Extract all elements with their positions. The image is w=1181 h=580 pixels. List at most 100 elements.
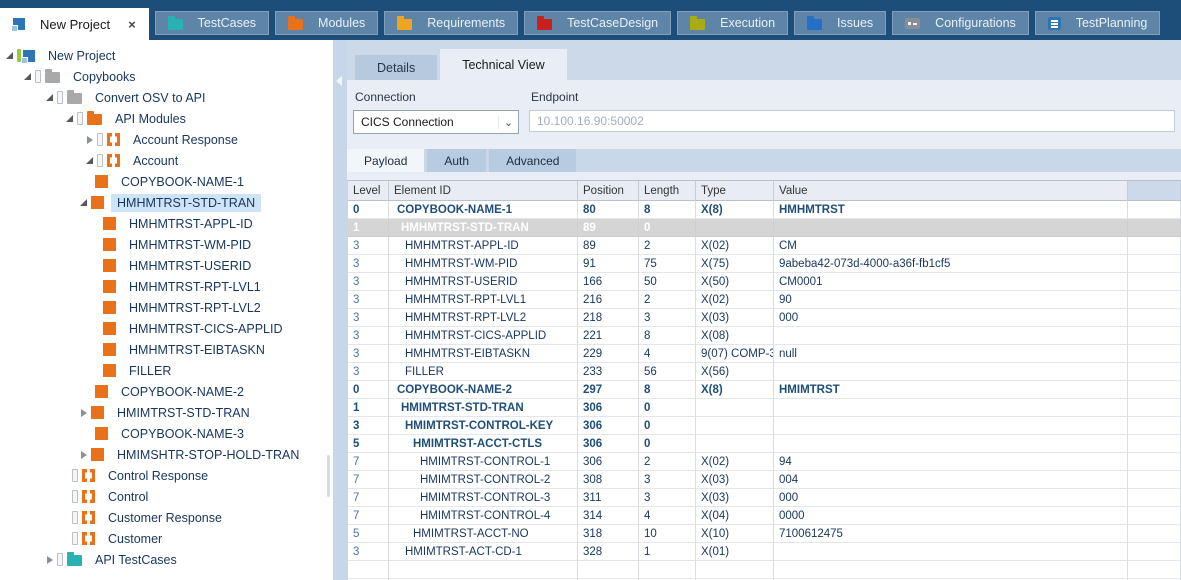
table-row[interactable]: 1 HMIMTRST-STD-TRAN 306 0 (348, 399, 1181, 417)
cell-len: 50 (639, 273, 696, 291)
folder-icon (45, 69, 60, 83)
column-header-element-id[interactable]: Element ID (389, 181, 578, 201)
expanded-arrow-icon[interactable] (44, 91, 57, 104)
collapse-panel-icon[interactable] (336, 76, 342, 86)
cell-len: 0 (639, 435, 696, 453)
table-row[interactable]: 3 HMIMTRST-CONTROL-KEY 306 0 (348, 417, 1181, 435)
cell-typ: X(10) (696, 525, 774, 543)
cell-val (774, 417, 1128, 435)
tree-item-hmimtrst-std-tran[interactable]: HMIMTRST-STD-TRAN (0, 402, 333, 423)
table-row[interactable]: 3 HMHMTRST-RPT-LVL2 218 3 X(03) 000 (348, 309, 1181, 327)
collapsed-arrow-icon[interactable] (84, 133, 97, 146)
table-row[interactable]: 3 HMHMTRST-EIBTASKN 229 4 9(07) COMP-3 null (348, 345, 1181, 363)
table-row[interactable]: 3 FILLER 233 56 X(56) (348, 363, 1181, 381)
endpoint-input[interactable] (529, 110, 1175, 132)
expanded-arrow-icon[interactable] (22, 70, 35, 83)
tree-item-hmhmtrst-eibtaskn[interactable]: HMHMTRST-EIBTASKN (0, 339, 333, 360)
tree-item-hmimshtr-stop-hold-tran[interactable]: HMIMSHTR-STOP-HOLD-TRAN (0, 444, 333, 465)
collapsed-arrow-icon[interactable] (44, 553, 57, 566)
panel-splitter[interactable] (333, 40, 347, 580)
tree-item-api-modules[interactable]: API Modules (0, 108, 333, 129)
expanded-arrow-icon[interactable] (84, 154, 97, 167)
tab-configurations[interactable]: Configurations (892, 11, 1029, 35)
tab-modules[interactable]: Modules (275, 11, 379, 35)
tree-item-control-response[interactable]: Control Response (0, 465, 333, 486)
column-header-position[interactable]: Position (578, 181, 639, 201)
tree-item-account[interactable]: Account (0, 150, 333, 171)
table-row[interactable]: 7 HMIMTRST-CONTROL-3 311 3 X(03) 000 (348, 489, 1181, 507)
cell-typ (696, 435, 774, 453)
close-icon[interactable]: × (128, 16, 136, 32)
collapsed-arrow-icon[interactable] (78, 448, 91, 461)
tree-item-customer-response[interactable]: Customer Response (0, 507, 333, 528)
table-row[interactable]: 0 COPYBOOK-NAME-1 80 8 X(8) HMHMTRST (348, 201, 1181, 219)
connection-row: Connection CICS Connection ⌄ Endpoint (347, 80, 1181, 134)
tree-item-hmhmtrst-cics-applid[interactable]: HMHMTRST-CICS-APPLID (0, 318, 333, 339)
tab-issues[interactable]: Issues (794, 11, 887, 35)
tree-item-hmhmtrst-std-tran[interactable]: HMHMTRST-STD-TRAN (0, 192, 333, 213)
tree-item-new-project[interactable]: New Project (0, 45, 333, 66)
tree-item-customer[interactable]: Customer (0, 528, 333, 549)
table-row[interactable]: 3 HMIMTRST-ACT-CD-1 328 1 X(01) (348, 543, 1181, 561)
tab-testcases[interactable]: TestCases (154, 11, 270, 35)
column-header-type[interactable]: Type (696, 181, 774, 201)
doc-tab-technical-view[interactable]: Technical View (440, 49, 567, 80)
table-row[interactable]: 5 HMIMTRST-ACCT-CTLS 306 0 (348, 435, 1181, 453)
tree-item-control[interactable]: Control (0, 486, 333, 507)
cell-typ: X(02) (696, 237, 774, 255)
cell-val: HMHMTRST (774, 201, 1128, 219)
tree-item-hmhmtrst-wm-pid[interactable]: HMHMTRST-WM-PID (0, 234, 333, 255)
table-row[interactable]: 1 HMHMTRST-STD-TRAN 89 0 (348, 219, 1181, 237)
cell-pos: 166 (578, 273, 639, 291)
cell-val (774, 543, 1128, 561)
expanded-arrow-icon[interactable] (4, 49, 17, 62)
tree-item-hmhmtrst-rpt-lvl1[interactable]: HMHMTRST-RPT-LVL1 (0, 276, 333, 297)
tree-scrollbar-thumb[interactable] (327, 455, 330, 497)
tree-item-api-testcases[interactable]: API TestCases (0, 549, 333, 570)
payload-tab-auth[interactable]: Auth (427, 149, 487, 172)
collapsed-arrow-icon[interactable] (78, 406, 91, 419)
table-row[interactable]: 5 HMIMTRST-ACCT-NO 318 10 X(10) 7100612475 (348, 525, 1181, 543)
tab-new-project[interactable]: New Project × (0, 8, 149, 40)
cell-lvl: 5 (348, 525, 389, 543)
tab-requirements[interactable]: Requirements (384, 11, 519, 35)
cell-typ: X(03) (696, 489, 774, 507)
tree-item-hmhmtrst-userid[interactable]: HMHMTRST-USERID (0, 255, 333, 276)
table-row[interactable]: 3 HMHMTRST-RPT-LVL1 216 2 X(02) 90 (348, 291, 1181, 309)
cell-fill (1128, 363, 1181, 381)
expanded-arrow-icon[interactable] (78, 196, 91, 209)
cell-lvl: 3 (348, 543, 389, 561)
column-header-value[interactable]: Value (774, 181, 1128, 201)
doc-tab-details[interactable]: Details (355, 55, 438, 80)
column-header-length[interactable]: Length (639, 181, 696, 201)
tree-item-hmhmtrst-appl-id[interactable]: HMHMTRST-APPL-ID (0, 213, 333, 234)
tab-label: New Project (40, 16, 111, 32)
expanded-arrow-icon[interactable] (64, 112, 77, 125)
tab-execution[interactable]: Execution (677, 11, 789, 35)
tree-item-filler[interactable]: FILLER (0, 360, 333, 381)
column-header-level[interactable]: Level (348, 181, 389, 201)
table-row[interactable]: 3 HMHMTRST-WM-PID 91 75 X(75) 9abeba42-073d-4… (348, 255, 1181, 273)
table-row[interactable]: 7 HMIMTRST-CONTROL-4 314 4 X(04) 0000 (348, 507, 1181, 525)
table-row[interactable]: 3 HMHMTRST-CICS-APPLID 221 8 X(08) (348, 327, 1181, 345)
cell-val: HMIMTRST (774, 381, 1128, 399)
tree-item-convert-osv-to-api[interactable]: Convert OSV to API (0, 87, 333, 108)
tree-item-copybooks[interactable]: Copybooks (0, 66, 333, 87)
table-row[interactable]: 0 COPYBOOK-NAME-2 297 8 X(8) HMIMTRST (348, 381, 1181, 399)
table-row[interactable]: 3 HMHMTRST-APPL-ID 89 2 X(02) CM (348, 237, 1181, 255)
node-pipe-icon (72, 532, 78, 545)
tree-item-copybook-name-1[interactable]: COPYBOOK-NAME-1 (0, 171, 333, 192)
tree-item-copybook-name-3[interactable]: COPYBOOK-NAME-3 (0, 423, 333, 444)
payload-tab-payload[interactable]: Payload (347, 149, 425, 172)
table-row[interactable]: 3 HMHMTRST-USERID 166 50 X(50) CM0001 (348, 273, 1181, 291)
tab-testcasedesign[interactable]: TestCaseDesign (524, 11, 672, 35)
folder-icon (167, 15, 183, 30)
connection-select[interactable]: CICS Connection ⌄ (353, 110, 519, 134)
table-row[interactable]: 7 HMIMTRST-CONTROL-1 306 2 X(02) 94 (348, 453, 1181, 471)
tree-item-account-response[interactable]: Account Response (0, 129, 333, 150)
payload-tab-advanced[interactable]: Advanced (489, 149, 577, 172)
tab-testplanning[interactable]: TestPlanning (1034, 11, 1161, 35)
tree-item-copybook-name-2[interactable]: COPYBOOK-NAME-2 (0, 381, 333, 402)
table-row[interactable]: 7 HMIMTRST-CONTROL-2 308 3 X(03) 004 (348, 471, 1181, 489)
tree-item-hmhmtrst-rpt-lvl2[interactable]: HMHMTRST-RPT-LVL2 (0, 297, 333, 318)
